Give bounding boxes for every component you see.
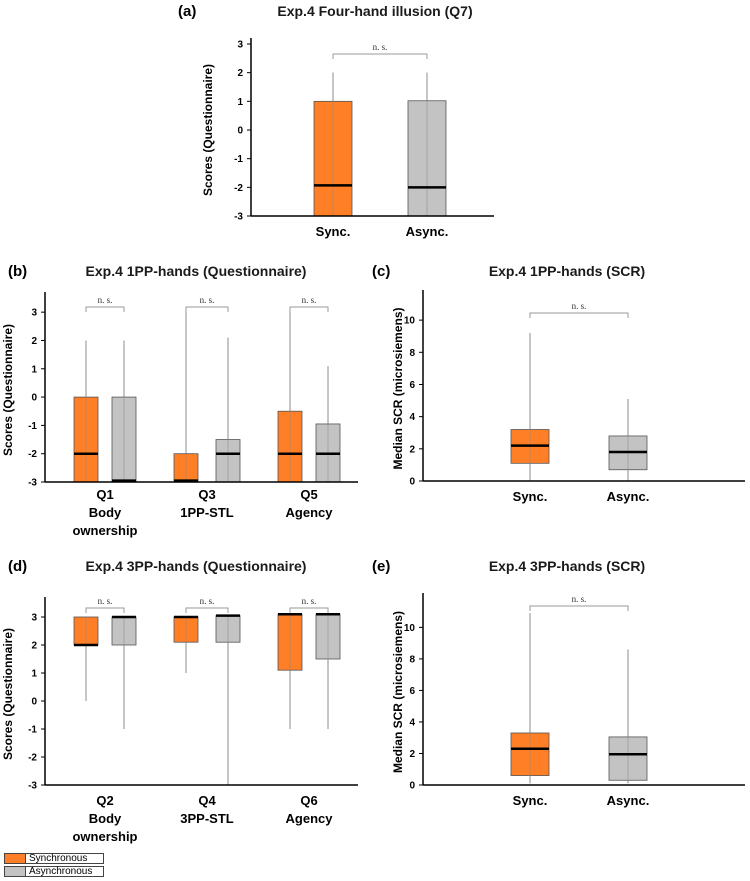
- legend-swatch-asynchronous: [4, 866, 26, 877]
- panel-a-xtick-2: Async.: [406, 224, 449, 239]
- legend-item-synchronous: Synchronous: [4, 852, 104, 865]
- panel-d-group2-label-1: Q4: [198, 793, 216, 808]
- panel-c-ytick-label: 2: [409, 444, 415, 455]
- panel-a-ytick-label: 3: [237, 40, 243, 51]
- panel-b-group1-label-1: Q1: [96, 487, 113, 502]
- panel-a-ytick-label: 1: [237, 97, 243, 108]
- panel-e-title: Exp.4 3PP-hands (SCR): [489, 558, 645, 574]
- panel-c-ylabel: Median SCR (microsiemens): [391, 307, 405, 469]
- panel-d-group1-label-3: ownership: [72, 829, 137, 844]
- panel-a-ylabel: Scores (Questionnaire): [201, 64, 215, 196]
- panel-c-title: Exp.4 1PP-hands (SCR): [489, 263, 645, 279]
- panel-b-group3-sig-bracket: [289, 306, 329, 312]
- panel-c-xtick-2: Async.: [607, 489, 650, 504]
- panel-d-group1-sig-label: n. s.: [98, 596, 113, 606]
- panel-d-ytick-label: -3: [28, 781, 37, 792]
- panel-b-group3-sig-label: n. s.: [302, 295, 317, 305]
- panel-b-ytick-label: 0: [31, 393, 37, 404]
- panel-b-group1-sig-bracket: [85, 306, 125, 312]
- panel-d-group3-sig-label: n. s.: [302, 596, 317, 606]
- panel-e-group1-sig-bracket: [529, 605, 629, 611]
- panel-e-group1-sig-label: n. s.: [572, 594, 587, 604]
- panel-d-group1-sig-bracket: [85, 607, 125, 613]
- panel-a-xtick-1: Sync.: [316, 224, 351, 239]
- panel-d-group1-label-2: Body: [89, 811, 122, 826]
- legend-label-synchronous: Synchronous: [26, 853, 104, 864]
- panel-b-ylabel: Scores (Questionnaire): [1, 324, 15, 456]
- panel-d-ytick-label: 3: [31, 613, 37, 624]
- panel-e-ytick-label: 8: [409, 654, 415, 665]
- panel-e-ytick-label: 0: [409, 781, 415, 792]
- panel-e-ytick-label: 6: [409, 686, 415, 697]
- panel-b-ytick-label: 3: [31, 308, 37, 319]
- panel-c-ytick-label: 10: [404, 316, 416, 327]
- panel-b-group2-sig-label: n. s.: [200, 295, 215, 305]
- panel-e-ytick-label: 2: [409, 749, 415, 760]
- panel-b-ytick-label: -2: [28, 449, 37, 460]
- panel-c-xtick-1: Sync.: [513, 489, 548, 504]
- panel-a-group1-sig-label: n. s.: [373, 42, 388, 52]
- panel-b-group3-label-2: Agency: [286, 505, 334, 520]
- panel-d-ytick-label: -2: [28, 753, 37, 764]
- panel-d-group1-label-1: Q2: [96, 793, 113, 808]
- panel-c-ytick-label: 6: [409, 380, 415, 391]
- panel-a-label: (a): [178, 3, 196, 20]
- panel-c-ytick-label: 4: [409, 412, 415, 423]
- panel-d-ylabel: Scores (Questionnaire): [1, 628, 15, 760]
- panel-c-ytick-label: 0: [409, 477, 415, 488]
- panel-e-ylabel: Median SCR (microsiemens): [391, 611, 405, 773]
- panel-b-group2-label-1: Q3: [198, 487, 215, 502]
- panel-b-group1-label-2: Body: [89, 505, 122, 520]
- panel-b-group2-sig-bracket: [185, 306, 229, 312]
- panel-a-ytick-label: -1: [234, 154, 243, 165]
- panel-b-group2-label-2: 1PP-STL: [180, 505, 234, 520]
- panel-e-xtick-1: Sync.: [513, 793, 548, 808]
- legend-item-asynchronous: Asynchronous: [4, 865, 104, 878]
- panel-b-ytick-label: -3: [28, 478, 37, 489]
- panel-d-ytick-label: 0: [31, 697, 37, 708]
- panel-d-group3-label-2: Agency: [286, 811, 334, 826]
- panel-d-label: (d): [8, 558, 27, 575]
- panel-a-ytick-label: 2: [237, 68, 243, 79]
- panel-d-group3-sig-bracket: [289, 607, 329, 613]
- panel-e-label: (e): [372, 558, 390, 575]
- panel-d-ytick-label: -1: [28, 725, 37, 736]
- panel-c-group1-sig-label: n. s.: [572, 301, 587, 311]
- panel-b-title: Exp.4 1PP-hands (Questionnaire): [86, 263, 307, 279]
- panel-b-ytick-label: 1: [31, 364, 37, 375]
- panel-b-group3-label-1: Q5: [300, 487, 317, 502]
- panel-b-label: (b): [8, 263, 27, 280]
- panel-e-ytick-label: 10: [404, 623, 416, 634]
- panel-d-group2-sig-bracket: [185, 607, 229, 613]
- panel-a-title: Exp.4 Four-hand illusion (Q7): [277, 3, 472, 19]
- panel-a-group1-sig-bracket: [332, 53, 428, 59]
- legend: Synchronous Asynchronous: [4, 852, 104, 878]
- panel-c-ytick-label: 8: [409, 348, 415, 359]
- legend-swatch-synchronous: [4, 853, 26, 864]
- panel-d-ytick-label: 1: [31, 669, 37, 680]
- panel-e-xtick-2: Async.: [607, 793, 650, 808]
- panel-a-ytick-label: 0: [237, 126, 243, 137]
- panel-e-ytick-label: 4: [409, 717, 415, 728]
- panel-b-group1-label-3: ownership: [72, 523, 137, 538]
- panel-b-group1-sig-label: n. s.: [98, 295, 113, 305]
- panel-a-ytick-label: -3: [234, 212, 243, 223]
- panel-d-group2-sig-label: n. s.: [200, 596, 215, 606]
- panel-a-ytick-label: -2: [234, 183, 243, 194]
- panel-b-ytick-label: -1: [28, 421, 37, 432]
- panel-d-group3-label-1: Q6: [300, 793, 317, 808]
- panel-d-group2-label-2: 3PP-STL: [180, 811, 234, 826]
- legend-label-asynchronous: Asynchronous: [26, 866, 104, 877]
- panel-c-group1-sig-bracket: [529, 312, 629, 318]
- panel-c-label: (c): [372, 263, 390, 280]
- panel-d-ytick-label: 2: [31, 641, 37, 652]
- panel-b-ytick-label: 2: [31, 336, 37, 347]
- panel-d-title: Exp.4 3PP-hands (Questionnaire): [86, 558, 307, 574]
